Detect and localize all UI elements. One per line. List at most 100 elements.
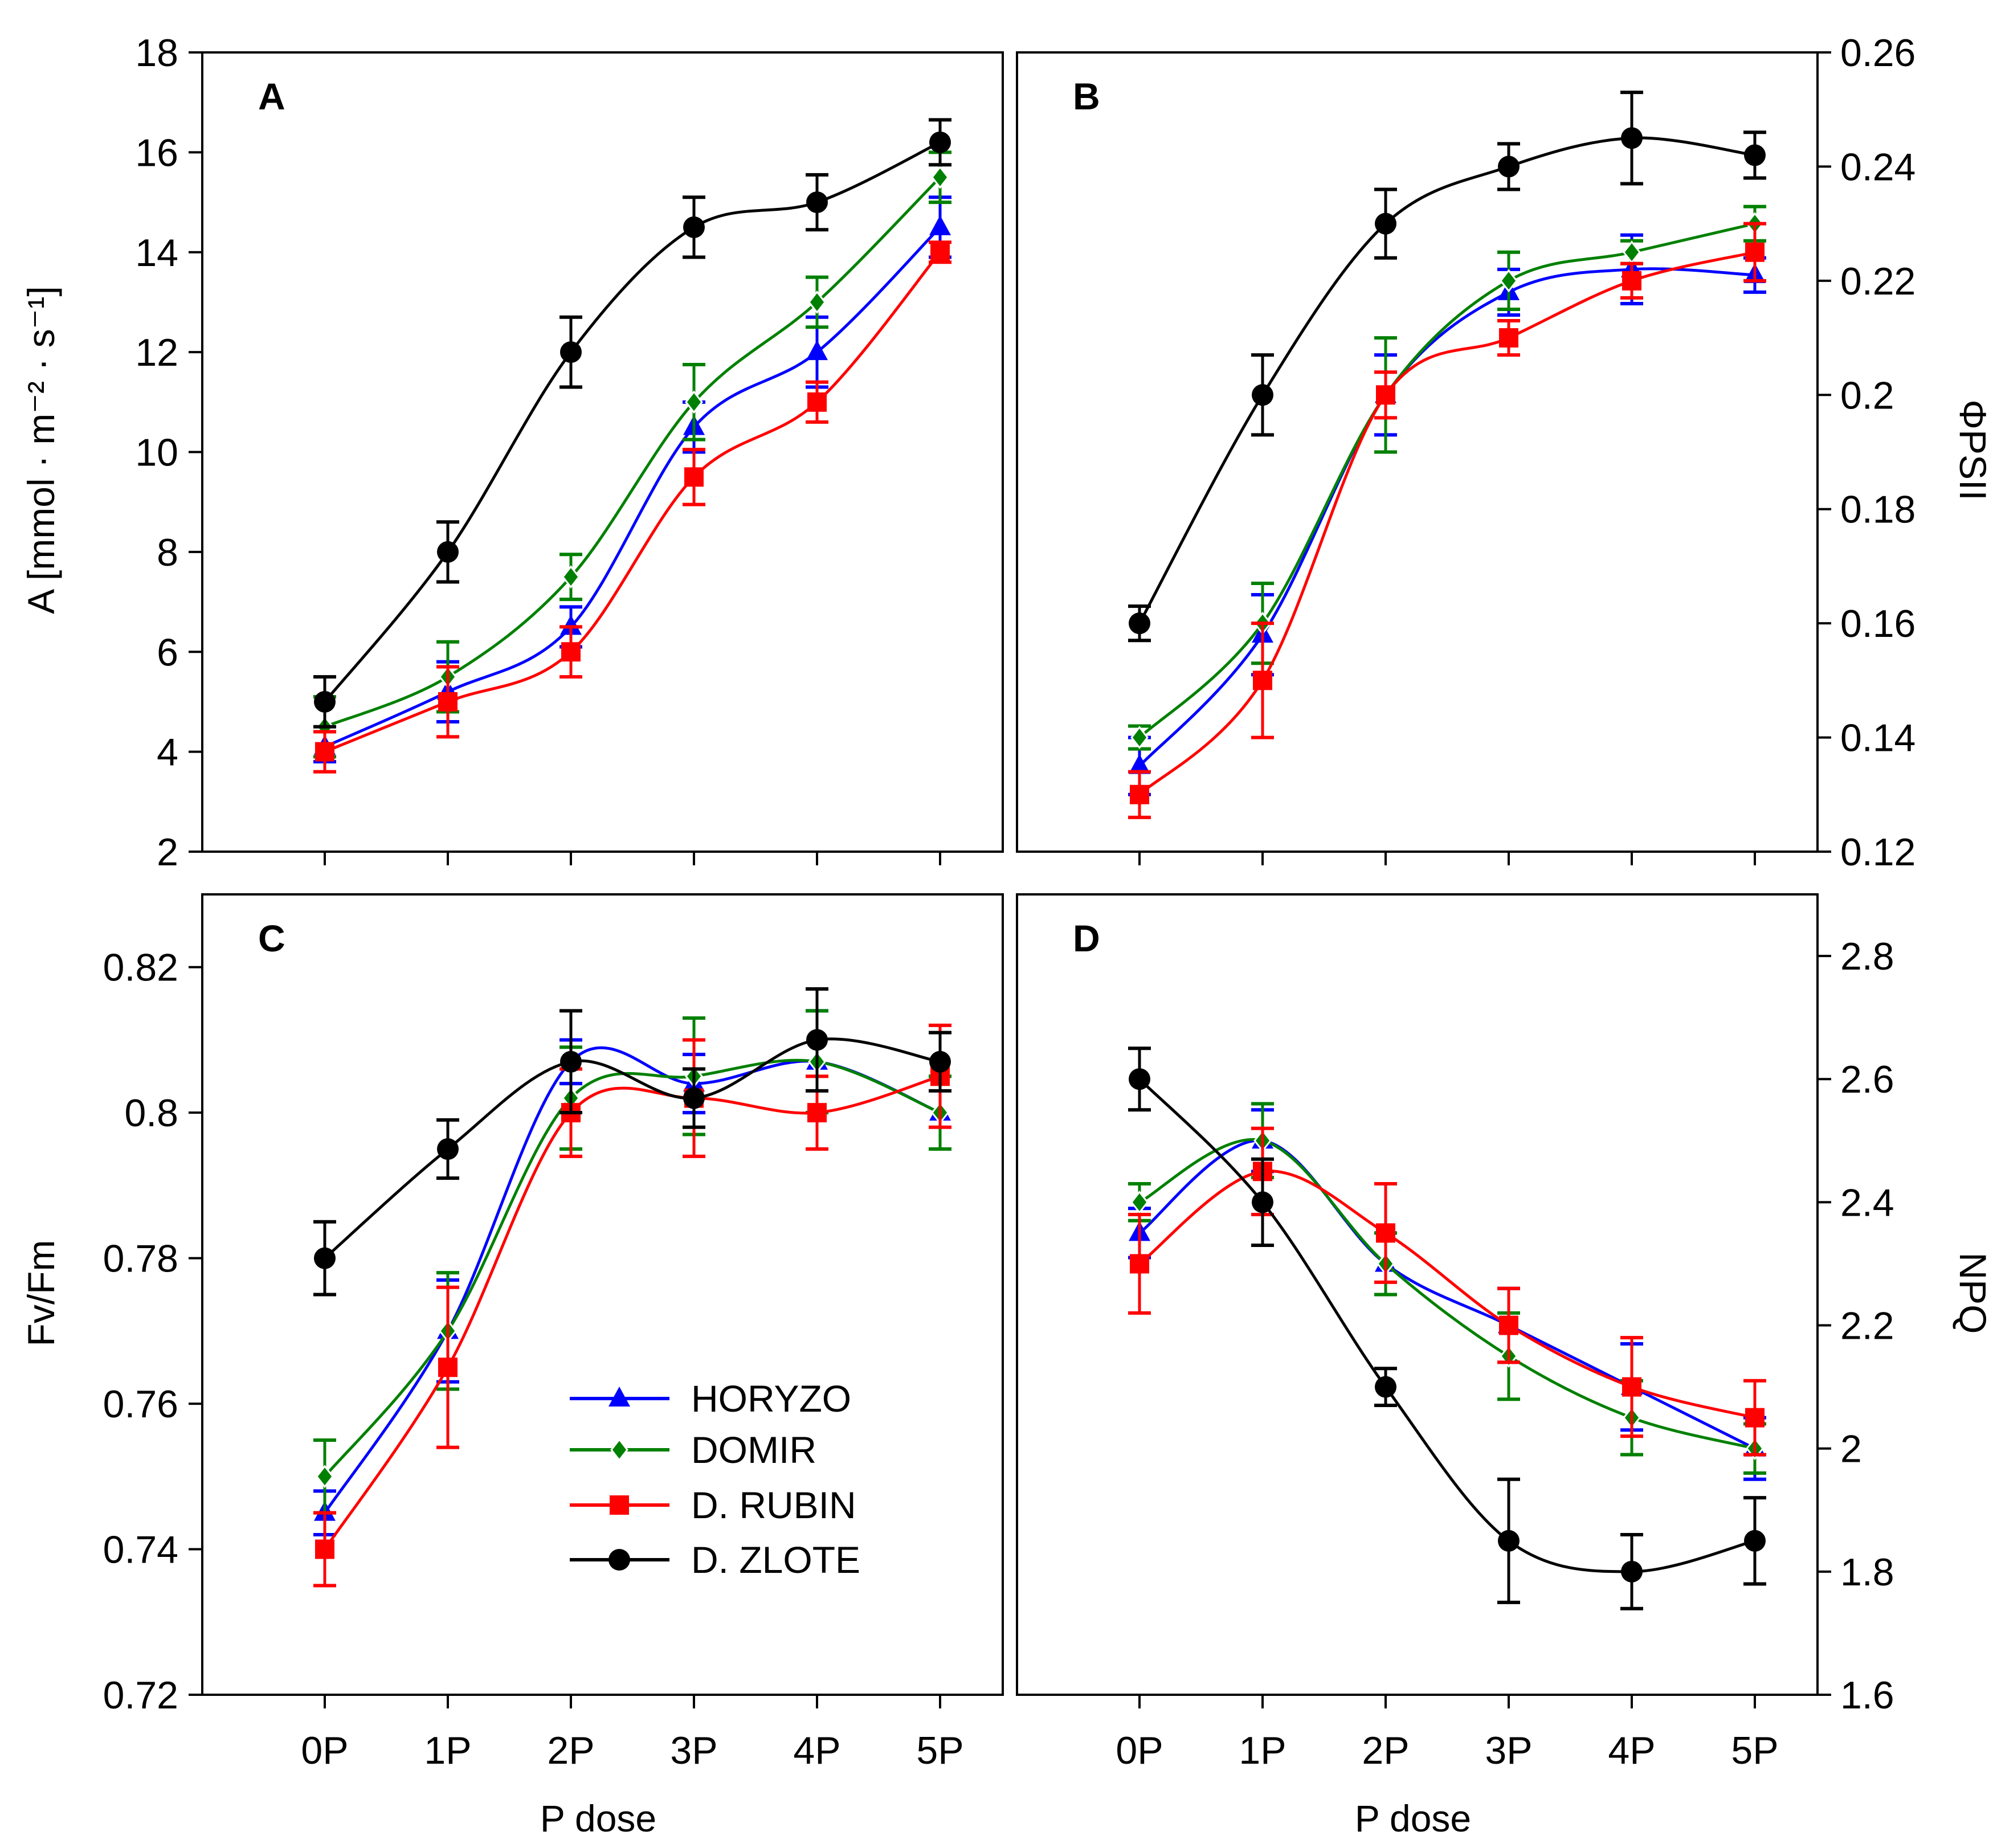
panel-label: C xyxy=(258,917,285,959)
x-tick-label: 4P xyxy=(793,1729,840,1772)
data-point xyxy=(807,1103,827,1123)
data-point xyxy=(316,1465,334,1489)
y-tick-label: 2.2 xyxy=(1840,1305,1894,1348)
y-tick-label: 16 xyxy=(135,131,178,174)
data-point xyxy=(315,1539,334,1559)
plot-frame xyxy=(201,893,1004,1696)
panel-d: 1.6 1.8 2 2.2 2.4 2.6 2.8 0P 1P 2P 3P 4P 5P D NPQ xyxy=(1016,893,1989,1772)
data-point xyxy=(807,392,827,412)
legend-label-horyzo: HORYZO xyxy=(691,1377,851,1420)
y-tick-label: 0.24 xyxy=(1840,145,1916,189)
y-tick-label: 2.8 xyxy=(1840,935,1894,978)
data-point xyxy=(437,1138,459,1160)
panel-c: 0.72 0.74 0.76 0.78 0.8 0.82 0P 1P 2P 3P 4P 5P C Fv/F… xyxy=(20,893,1004,1772)
x-tick-label: 1P xyxy=(424,1729,471,1772)
panel-label: B xyxy=(1073,75,1100,117)
y-tick-label: 0.26 xyxy=(1840,31,1916,75)
series-line xyxy=(323,1074,941,1550)
data-point xyxy=(315,742,334,762)
series-line xyxy=(1138,1078,1755,1573)
data-point xyxy=(684,467,704,487)
data-point xyxy=(1129,754,1150,774)
y-tick-label: 2.4 xyxy=(1840,1181,1894,1224)
data-point xyxy=(1130,1190,1149,1214)
y-tick-label: 2 xyxy=(1840,1428,1862,1471)
series-line xyxy=(1138,1170,1755,1420)
plot-frame xyxy=(1016,51,1819,853)
series-d-rubin xyxy=(313,240,951,774)
y-tick-label: 18 xyxy=(135,31,178,75)
y-tick-label: 14 xyxy=(135,231,178,275)
data-point xyxy=(929,215,951,235)
series-line xyxy=(1138,267,1755,767)
legend-marker-d-zlote xyxy=(608,1549,630,1571)
y-tick-label: 1.8 xyxy=(1840,1551,1894,1594)
legend-marker-domir xyxy=(610,1438,628,1462)
y-tick-label: 0.18 xyxy=(1840,488,1916,531)
x-tick-label: 3P xyxy=(670,1729,717,1772)
data-point xyxy=(438,692,458,712)
y-tick-label: 2 xyxy=(157,831,178,874)
data-point xyxy=(806,340,828,361)
series-domir xyxy=(1128,205,1766,751)
x-tick-label: 0P xyxy=(301,1729,348,1772)
y-axis-title: NPQ xyxy=(1952,1252,1989,1334)
series-line xyxy=(323,1046,941,1514)
data-point xyxy=(562,565,580,589)
data-point xyxy=(1129,612,1150,635)
data-point xyxy=(1376,1223,1395,1243)
data-point xyxy=(1375,212,1396,235)
y-tick-label: 0.82 xyxy=(103,946,178,990)
data-point xyxy=(1623,240,1641,264)
data-point xyxy=(1621,1560,1643,1583)
data-point xyxy=(438,1358,458,1377)
y-tick-label: 0.8 xyxy=(124,1091,178,1135)
data-point xyxy=(437,541,459,563)
series-line xyxy=(1138,136,1755,624)
y-tick-label: 0.2 xyxy=(1840,374,1894,417)
y-tick-label: 1.6 xyxy=(1840,1674,1894,1717)
legend: HORYZO DOMIR D. RUBIN D. ZLOTE xyxy=(570,1377,860,1581)
series-line xyxy=(324,251,941,753)
series-line xyxy=(324,1037,941,1260)
data-point xyxy=(1622,271,1641,291)
data-point xyxy=(1622,1377,1641,1397)
series-domir xyxy=(313,1009,951,1515)
y-tick-label: 0.76 xyxy=(103,1383,178,1426)
legend-marker-d-rubin xyxy=(610,1495,629,1515)
data-point xyxy=(1499,328,1518,348)
series-d-zlote xyxy=(1128,1046,1766,1610)
series-horyzo xyxy=(1128,1108,1766,1481)
series-line xyxy=(1138,1139,1756,1450)
y-tick-label: 0.78 xyxy=(103,1237,178,1281)
panel-b: 0.12 0.14 0.16 0.18 0.2 0.22 0.24 0.26 B ΦPSII xyxy=(1016,31,1989,874)
series-domir xyxy=(313,150,951,759)
y-tick-label: 0.12 xyxy=(1840,831,1916,874)
data-point xyxy=(1130,784,1149,804)
series-line xyxy=(324,141,941,703)
y-tick-label: 6 xyxy=(157,631,178,674)
y-tick-label: 0.14 xyxy=(1840,717,1916,760)
data-point xyxy=(1253,670,1272,690)
panel-a: 2 4 6 8 10 12 14 16 18 A A [mmol · m⁻² · s⁻¹] xyxy=(20,31,1004,874)
data-point xyxy=(1129,1068,1150,1090)
data-point xyxy=(560,1050,582,1073)
x-tick-label: 0P xyxy=(1116,1729,1163,1772)
data-point xyxy=(931,165,949,189)
y-tick-label: 12 xyxy=(135,331,178,374)
y-tick-label: 0.72 xyxy=(103,1674,178,1717)
series-d-zlote xyxy=(313,987,951,1297)
data-point xyxy=(1130,726,1149,750)
panel-label: A xyxy=(258,75,285,117)
data-point xyxy=(1498,1530,1520,1552)
data-point xyxy=(1744,1530,1766,1552)
x-tick-label: 1P xyxy=(1239,1729,1286,1772)
data-point xyxy=(1745,1408,1765,1428)
series-horyzo xyxy=(313,195,951,764)
data-point xyxy=(929,1050,951,1073)
data-point xyxy=(560,341,582,363)
legend-label-d-rubin: D. RUBIN xyxy=(691,1484,856,1526)
series-line xyxy=(324,176,941,729)
